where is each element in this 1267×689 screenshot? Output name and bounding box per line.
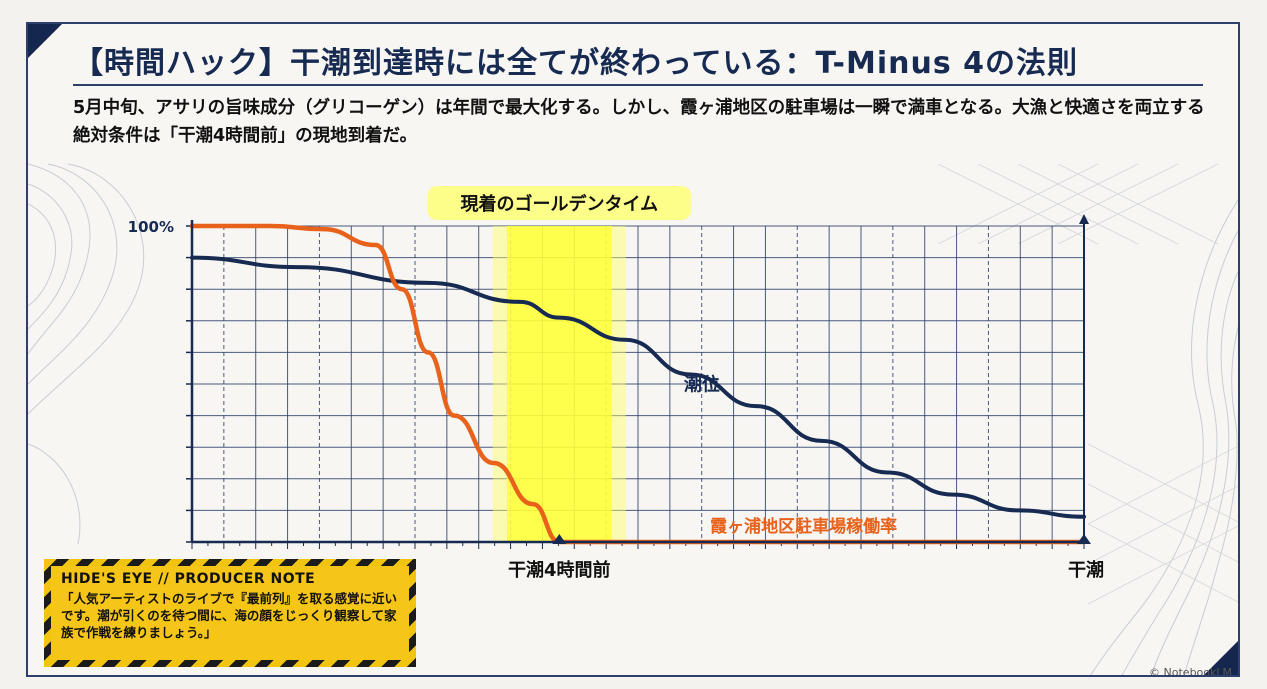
- series-label-tide-level: 潮位: [684, 373, 720, 395]
- corner-decoration-bottom-right: [1204, 641, 1238, 675]
- isometric-grid-pattern: [937, 163, 1238, 605]
- x-tick-label: 干潮: [1068, 560, 1104, 581]
- topographic-lines-right: [1090, 199, 1238, 675]
- producer-note-heading: HIDE'S EYE // PRODUCER NOTE: [61, 571, 316, 587]
- golden-time-label-glow: [427, 186, 692, 220]
- slide: 【時間ハック】干潮到達時には全てが終わっている：T-Minus 4の法則 5月中…: [26, 22, 1240, 677]
- chart-grid: [186, 214, 1089, 549]
- topographic-lines-left: [28, 163, 145, 545]
- producer-note-box: HIDE'S EYE // PRODUCER NOTE 「人気アーティストのライ…: [44, 559, 416, 667]
- page-title: 【時間ハック】干潮到達時には全てが終わっている：T-Minus 4の法則: [73, 46, 1079, 81]
- x-tick-label: 干潮4時間前: [508, 559, 611, 581]
- intro-paragraph: 5月中旬、アサリの旨味成分（グリコーゲン）は年間で最大化する。しかし、霞ヶ浦地区…: [73, 98, 1205, 146]
- series-label-parking-occupancy: 霞ヶ浦地区駐車場稼働率: [710, 516, 897, 537]
- golden-time-highlight-band: [506, 226, 612, 542]
- y-tick-label-100: 100%: [128, 218, 174, 236]
- credit-text: © NotebookLM: [1149, 666, 1232, 677]
- x-ticks: 干潮4時間前 干潮: [508, 534, 1104, 581]
- golden-time-label: 現着のゴールデンタイム: [460, 193, 658, 215]
- x-tick-marker: [1077, 534, 1091, 544]
- x-tick-marker: [552, 534, 567, 544]
- series-line-tide-level: [190, 255, 1086, 519]
- tide-parking-chart: 現着のゴールデンタイム 100% 干潮4時間前 干潮 潮位 霞ヶ浦地区駐車場稼働率: [128, 186, 1104, 581]
- producer-note-inner: HIDE'S EYE // PRODUCER NOTE 「人気アーティストのライ…: [51, 566, 409, 660]
- title-divider: [73, 84, 1203, 86]
- background-decoration: [28, 163, 1238, 675]
- corner-decoration-top-left: [28, 24, 62, 58]
- right-axis-arrow: [1079, 214, 1089, 224]
- producer-note-body: 「人気アーティストのライブで『最前列』を取る感覚に近いです。潮が引くのを待つ間に…: [61, 591, 398, 640]
